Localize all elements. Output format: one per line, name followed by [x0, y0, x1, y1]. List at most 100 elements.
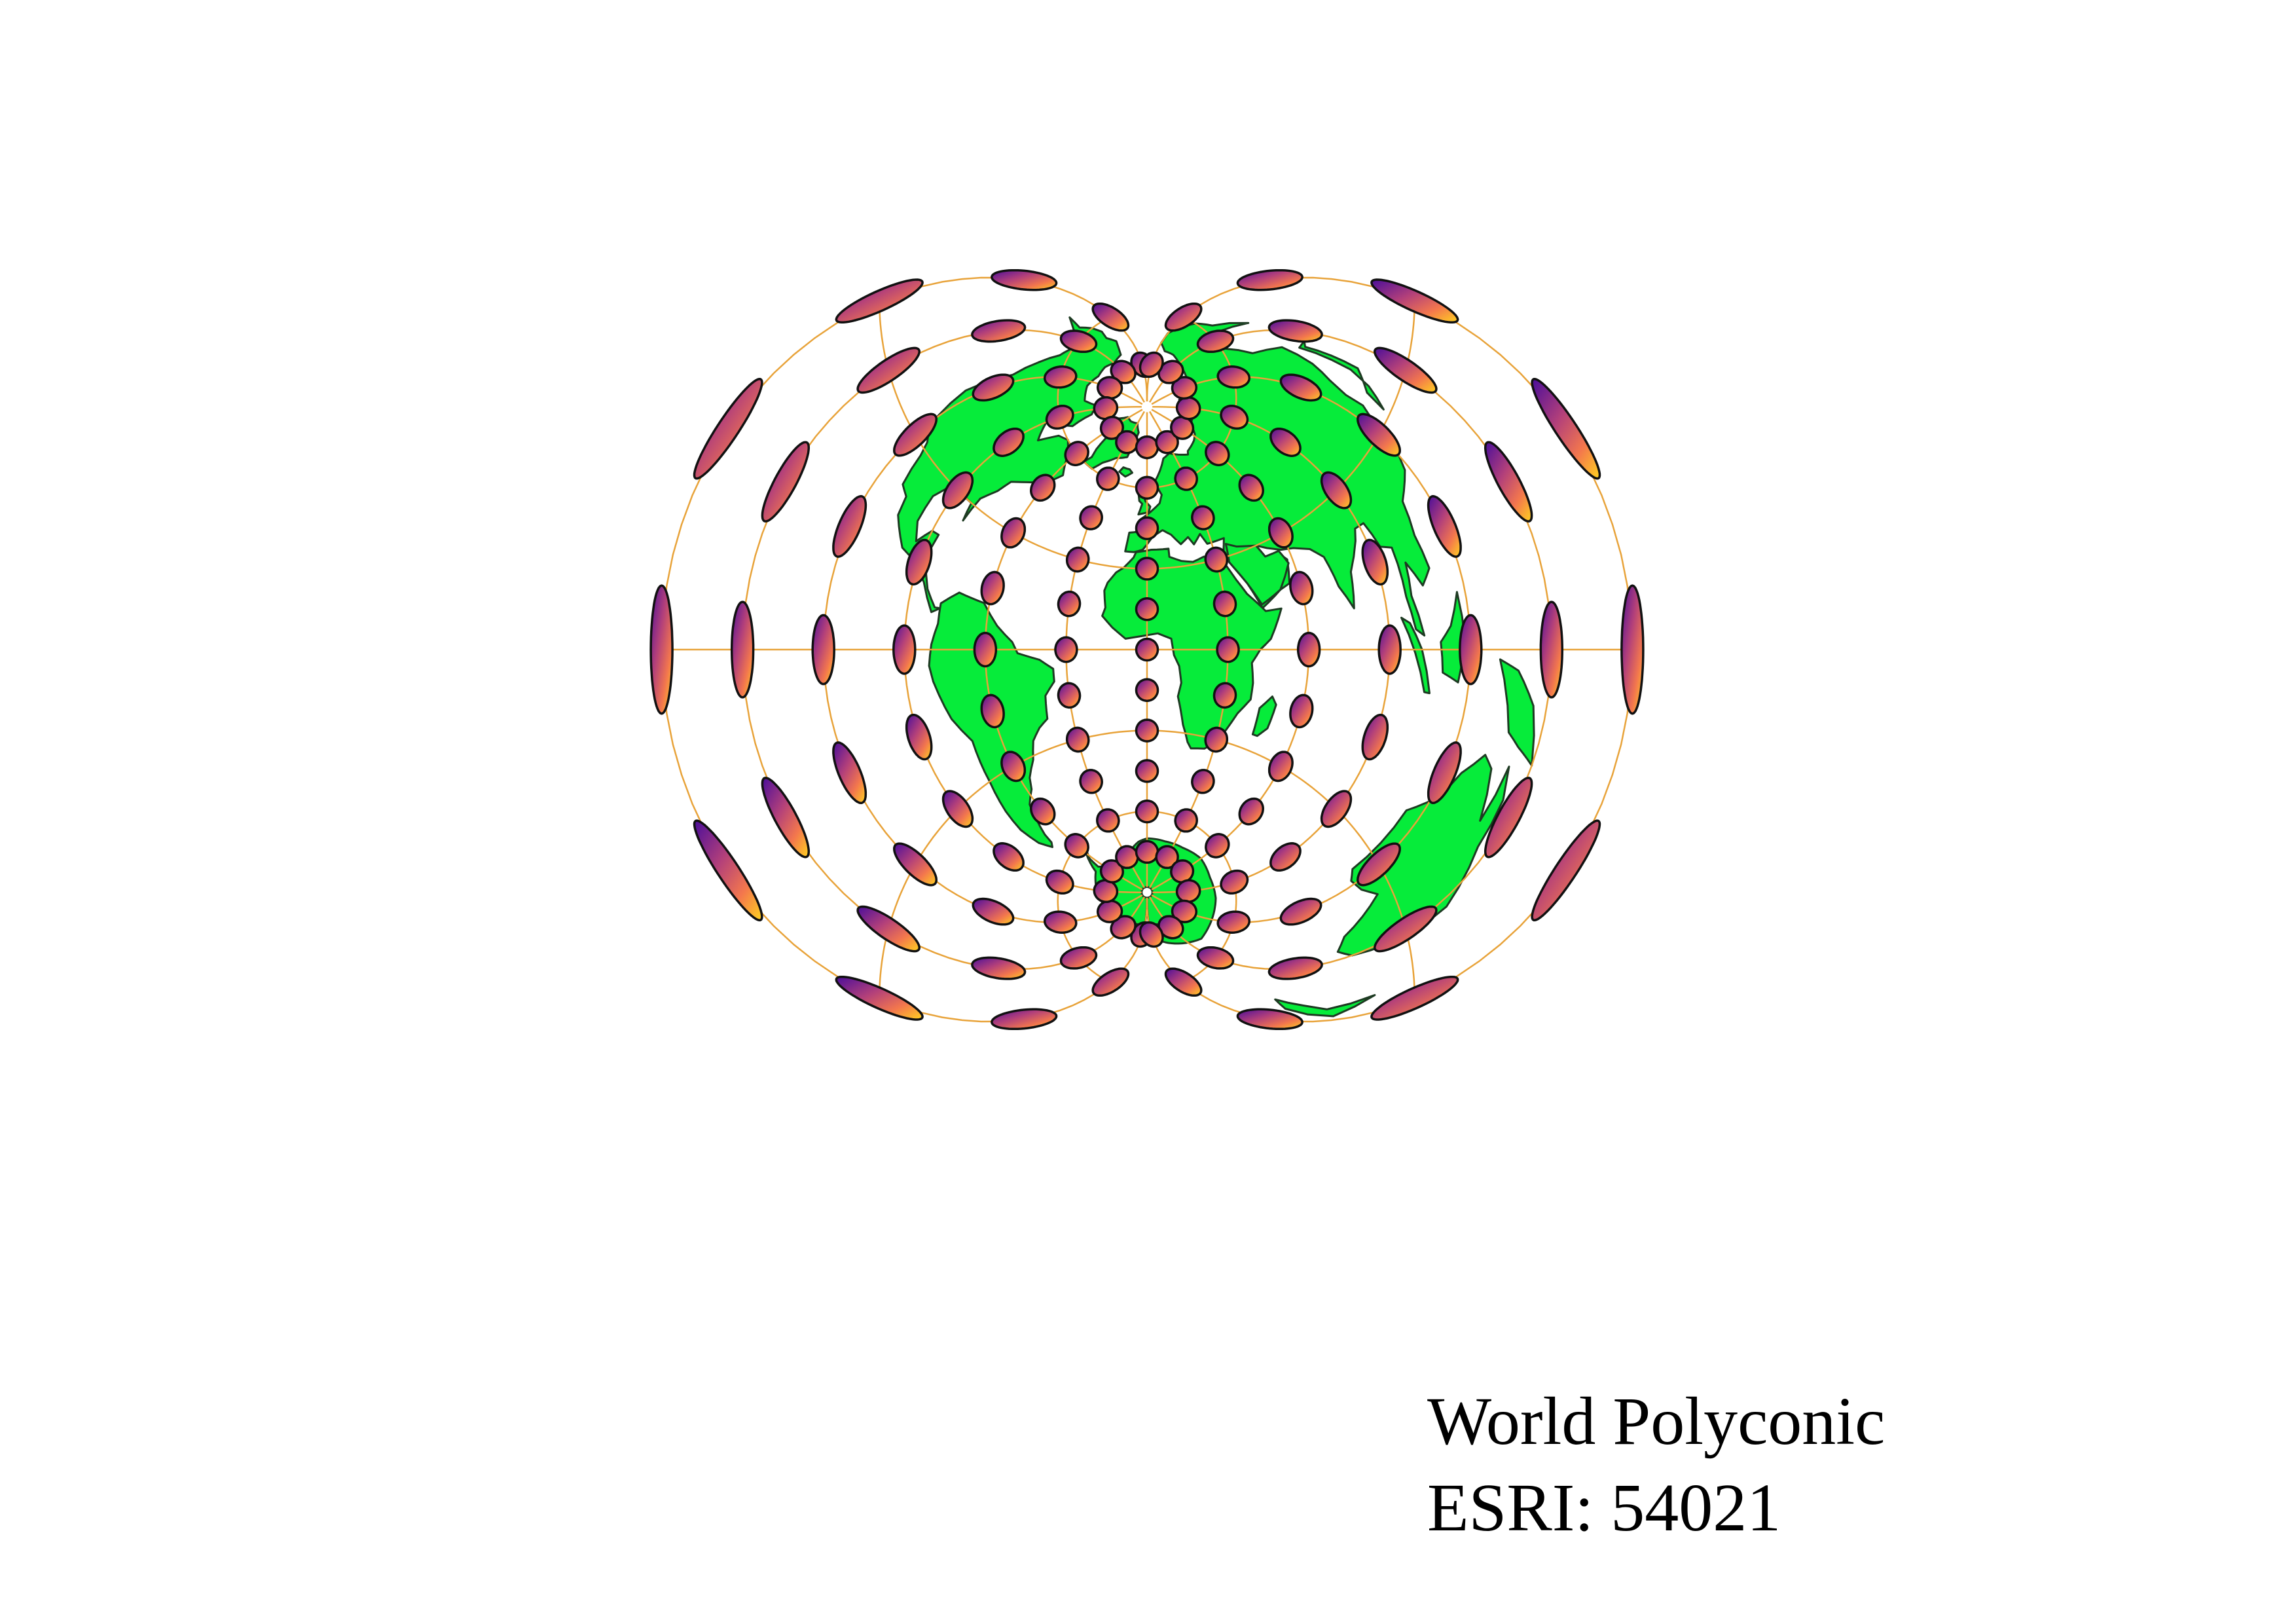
tissot-ellipse	[1216, 365, 1251, 389]
tissot-ellipse	[1171, 376, 1198, 400]
tissot-ellipse	[1115, 845, 1139, 870]
map-title: World Polyconic	[1427, 1384, 1886, 1459]
tissot-ellipse	[1191, 769, 1215, 794]
tissot-ellipse	[1000, 517, 1027, 549]
land-eurasia	[1124, 322, 1430, 637]
tissot-ellipse	[1620, 584, 1645, 715]
tissot-ellipse	[1139, 921, 1164, 948]
tissot-ellipse	[905, 713, 933, 761]
tissot-ellipse	[1135, 759, 1159, 783]
tissot-ellipse	[1175, 879, 1201, 904]
tissot-ellipse	[730, 600, 755, 699]
land-new-zealand	[1274, 994, 1376, 1018]
tissot-ellipse	[1361, 713, 1389, 761]
tissot-ellipse	[1373, 346, 1438, 394]
tissot-ellipse	[1065, 726, 1090, 753]
tissot-ellipse	[1238, 797, 1264, 826]
tissot-ellipse	[1065, 546, 1090, 573]
tissot-ellipse	[905, 538, 933, 586]
tissot-ellipse	[993, 427, 1025, 457]
tissot-ellipse	[1096, 466, 1120, 491]
tissot-ellipse	[1135, 799, 1159, 824]
tissot-ellipse	[1045, 404, 1074, 430]
tissot-ellipse	[1174, 808, 1198, 833]
tissot-ellipse	[693, 378, 763, 480]
tissot-ellipse	[1267, 750, 1294, 783]
tissot-ellipse	[1212, 682, 1237, 709]
tissot-indicatrix-layer	[649, 268, 1645, 1031]
tissot-ellipse	[1204, 546, 1229, 573]
tissot-ellipse	[1531, 819, 1601, 921]
land-madagascar	[1251, 695, 1277, 737]
land-japan	[1298, 340, 1385, 411]
tissot-ellipse	[1054, 636, 1078, 663]
tissot-ellipse	[1079, 505, 1103, 530]
tissot-ellipse	[1059, 946, 1098, 970]
tissot-ellipse	[1269, 842, 1302, 872]
tissot-ellipse	[1236, 1008, 1303, 1031]
tissot-ellipse	[1370, 278, 1459, 324]
tissot-ellipse	[1099, 415, 1124, 440]
tissot-ellipse	[1196, 329, 1235, 354]
tissot-ellipse	[1093, 879, 1119, 904]
tissot-ellipse	[893, 842, 938, 887]
tissot-ellipse	[1170, 859, 1195, 884]
tissot-ellipse	[1459, 614, 1483, 686]
tissot-ellipse	[980, 693, 1005, 729]
tissot-ellipse	[856, 346, 921, 394]
tissot-ellipse	[1000, 750, 1027, 783]
tissot-ellipse	[892, 624, 917, 675]
tissot-ellipse	[1267, 517, 1294, 549]
tissot-ellipse	[1091, 302, 1130, 332]
tissot-ellipse	[1164, 302, 1203, 332]
tissot-ellipse	[941, 790, 974, 828]
tissot-ellipse	[856, 905, 921, 953]
land-borneo-sumatra	[1400, 616, 1430, 695]
tissot-ellipse	[1373, 905, 1438, 953]
tissot-ellipse	[1289, 570, 1314, 606]
tissot-ellipse	[1115, 430, 1139, 454]
tissot-ellipse	[832, 495, 867, 558]
tissot-ellipse	[1484, 777, 1533, 858]
tissot-ellipse	[1377, 624, 1402, 675]
tissot-ellipse	[835, 278, 924, 324]
tissot-ellipse	[1057, 590, 1082, 618]
tissot-ellipse	[980, 570, 1005, 606]
tissot-ellipse	[971, 319, 1027, 343]
tissot-ellipse	[1204, 726, 1229, 753]
tissot-ellipse	[1135, 557, 1159, 581]
tissot-ellipse	[1110, 915, 1137, 940]
tissot-ellipse	[1175, 396, 1201, 420]
tissot-ellipse	[1216, 636, 1240, 663]
tissot-ellipse	[1096, 376, 1123, 400]
tissot-ellipse	[1269, 427, 1302, 457]
tissot-ellipse	[832, 741, 867, 804]
tissot-ellipse	[1030, 797, 1056, 826]
tissot-ellipse	[1135, 435, 1159, 460]
tissot-ellipse	[1057, 682, 1082, 709]
tissot-ellipse	[1135, 516, 1159, 540]
tissot-ellipse	[1059, 329, 1098, 354]
tissot-ellipse	[1135, 597, 1159, 621]
tissot-ellipse	[1043, 910, 1078, 934]
tissot-ellipse	[1320, 790, 1353, 828]
tissot-ellipse	[1079, 769, 1103, 794]
land-new-guinea	[1499, 658, 1535, 767]
tissot-ellipse	[1427, 741, 1462, 804]
tissot-ellipse	[941, 471, 974, 509]
tissot-ellipse	[1289, 693, 1314, 729]
tissot-ellipse	[1135, 678, 1159, 703]
tissot-ellipse	[991, 268, 1058, 291]
tissot-ellipse	[1220, 869, 1249, 895]
tissot-ellipse	[761, 441, 811, 523]
tissot-ellipse	[811, 614, 835, 686]
tissot-ellipse	[1099, 859, 1124, 884]
tissot-ellipse	[1267, 319, 1323, 343]
tissot-ellipse	[1157, 915, 1184, 940]
land-iceland	[1118, 466, 1133, 478]
tissot-ellipse	[1135, 475, 1159, 500]
tissot-ellipse	[835, 975, 924, 1021]
tissot-ellipse	[1091, 967, 1130, 997]
